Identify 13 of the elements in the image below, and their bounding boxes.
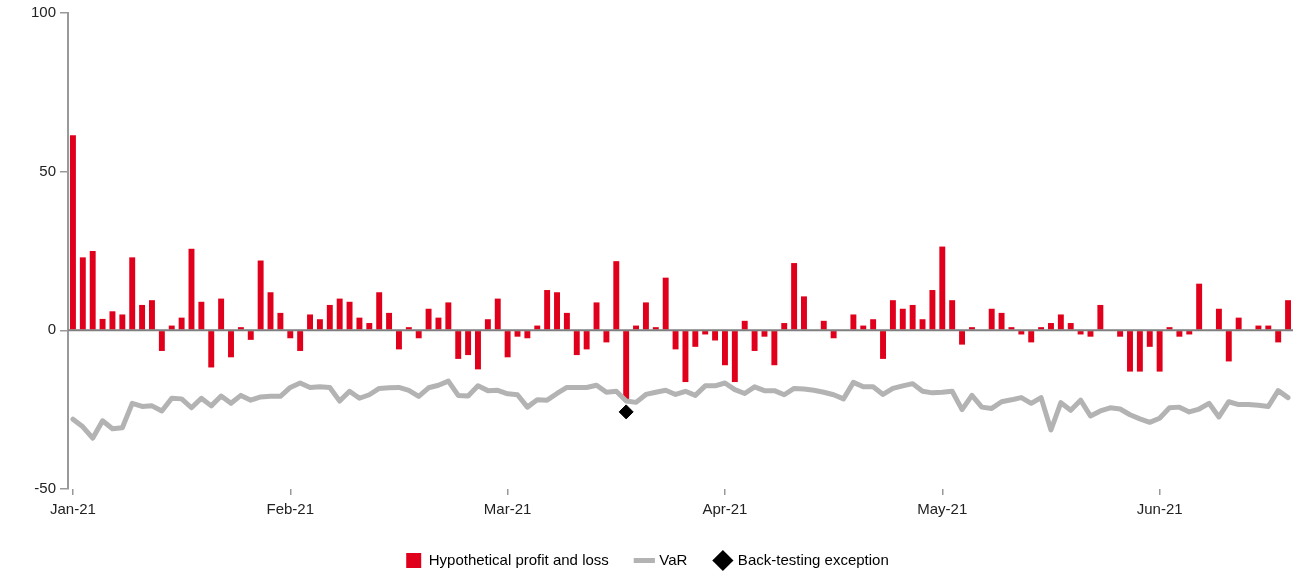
legend-label: Hypothetical profit and loss — [428, 550, 609, 568]
x-tick-label: May-21 — [917, 500, 968, 518]
y-tick-label: 100 — [30, 3, 56, 21]
x-tick-label: Jan-21 — [50, 500, 96, 518]
x-tick-label: Jun-21 — [1136, 500, 1183, 518]
legend-label: Back-testing exception — [737, 550, 889, 568]
x-tick-label: Mar-21 — [483, 500, 532, 518]
y-tick-label: 50 — [39, 161, 56, 179]
x-tick-label: Apr-21 — [702, 500, 748, 518]
legend-label: VaR — [659, 550, 688, 568]
y-tick-label: -50 — [34, 479, 56, 497]
x-tick-label: Feb-21 — [266, 500, 315, 518]
y-tick-label: 0 — [47, 320, 56, 338]
